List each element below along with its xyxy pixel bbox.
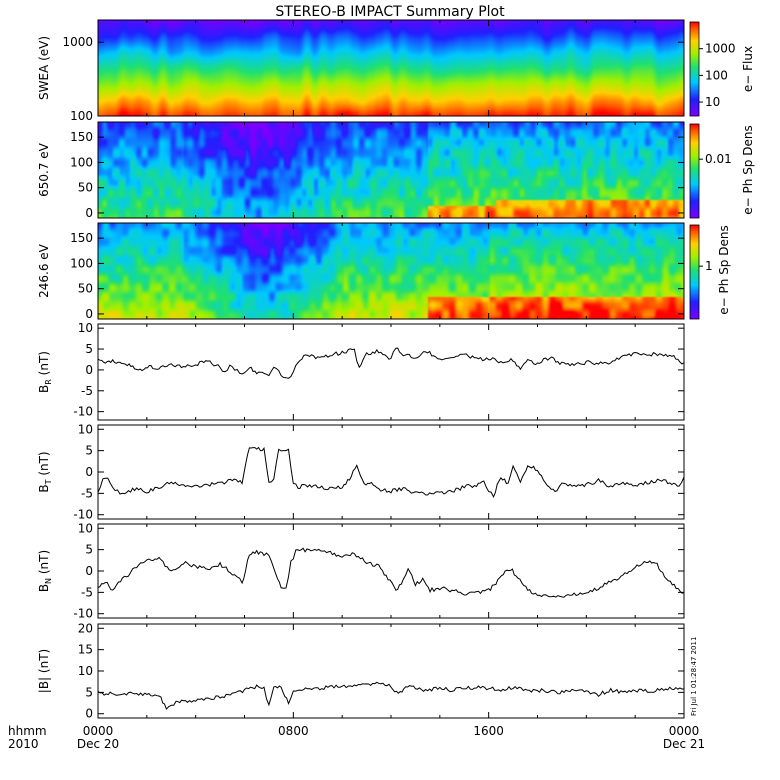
panel-pad-246: 0 50 100 150 246.6 eV 1 e− Ph Sp Dens — [37, 222, 731, 321]
x-tick-date: Dec 21 — [663, 737, 705, 751]
y-tick-label: 100 — [70, 155, 93, 169]
y-tick-label: -5 — [81, 585, 93, 599]
figure-title: STEREO-B IMPACT Summary Plot — [275, 4, 505, 20]
bn-y-axis: -10 -5 0 5 10 — [73, 521, 685, 621]
bmag-y-axis: 0 5 10 15 20 — [78, 621, 685, 721]
pad-650-colorbar-label: e− Ph Sp Dens — [741, 125, 755, 214]
pad-650-colorbar-ticks: 0.01 — [699, 152, 732, 166]
field-trace — [97, 681, 685, 710]
pad-246-colorbar — [689, 224, 700, 320]
swea-y-axis: 100 1000 — [62, 20, 685, 123]
y-tick-label: 5 — [85, 543, 93, 557]
x-tick-date: Dec 20 — [77, 737, 119, 751]
field-trace — [97, 347, 685, 379]
colorbar-tick-label: 1000 — [705, 42, 736, 56]
y-tick-label: 50 — [78, 181, 93, 195]
y-tick-label: 0 — [85, 564, 93, 578]
swea-colorbar-ticks: 10 100 1000 — [699, 42, 736, 109]
br-series — [97, 347, 685, 379]
pad-650-y-axis: 0 50 100 150 — [70, 122, 685, 220]
y-tick-label: 0 — [85, 363, 93, 377]
y-tick-label: 50 — [78, 282, 93, 296]
pad-246-colorbar-label: e− Ph Sp Dens — [717, 225, 731, 314]
bt-y-label: BT (nT) — [37, 451, 53, 492]
y-tick-label: 100 — [70, 109, 93, 123]
bmag-series — [97, 681, 685, 710]
panel-bn: -10 -5 0 5 10 BN (nT) — [37, 521, 685, 621]
y-tick-label: 150 — [70, 130, 93, 144]
y-tick-label: 10 — [78, 422, 93, 436]
y-tick-label: -10 — [73, 508, 93, 522]
br-y-axis: -10 -5 0 5 10 — [73, 321, 685, 420]
y-tick-label: -10 — [73, 405, 93, 419]
x-tick-label: 1600 — [473, 724, 504, 738]
y-tick-label: 0 — [85, 465, 93, 479]
colorbar-tick-label: 1 — [705, 259, 713, 273]
plot-timestamp: Fri Jul 1 01:28:47 2011 — [690, 637, 698, 716]
y-tick-label: 0 — [85, 707, 93, 721]
swea-colorbar-label: e− Flux — [741, 46, 755, 92]
x-tick-label: 0000 — [669, 724, 700, 738]
panel-swea: 100 1000 SWEA (eV) 10 100 1000 e− Flux — [37, 19, 755, 123]
pad-246-y-axis: 0 50 100 150 — [70, 223, 685, 321]
br-y-label: BR (nT) — [37, 351, 53, 393]
y-tick-label: -10 — [73, 607, 93, 621]
y-tick-label: 10 — [78, 321, 93, 335]
y-tick-label: 0 — [85, 206, 93, 220]
x-tick-label: 0800 — [278, 724, 309, 738]
pad-246-y-label: 246.6 eV — [37, 243, 51, 298]
y-tick-label: 100 — [70, 256, 93, 270]
colorbar-tick-label: 100 — [705, 68, 728, 82]
panel-br: -10 -5 0 5 10 BR (nT) — [37, 321, 685, 421]
bmag-y-label: |B| (nT) — [37, 649, 51, 693]
y-tick-label: 20 — [78, 621, 93, 635]
y-tick-label: 1000 — [62, 35, 93, 49]
pad-650-spectrogram — [98, 122, 684, 218]
colorbar-tick-label: 0.01 — [705, 152, 732, 166]
pad-650-y-label: 650.7 eV — [37, 142, 51, 197]
y-tick-label: -5 — [81, 384, 93, 398]
x-axis-row2-label: 2010 — [8, 737, 39, 751]
bn-series — [97, 547, 685, 598]
pad-246-colorbar-ticks: 1 — [699, 259, 713, 273]
colorbar-tick-label: 10 — [705, 95, 720, 109]
y-tick-label: 15 — [78, 643, 93, 657]
panel-bt: -10 -5 0 5 10 BT (nT) — [37, 422, 685, 522]
swea-y-label: SWEA (eV) — [37, 36, 51, 100]
y-tick-label: 5 — [85, 685, 93, 699]
y-tick-label: 10 — [78, 521, 93, 535]
y-tick-label: 0 — [85, 307, 93, 321]
y-tick-label: 5 — [85, 342, 93, 356]
x-axis-row1-label: hhmm — [8, 724, 47, 738]
pad-246-spectrogram — [98, 223, 684, 319]
y-tick-label: 10 — [78, 664, 93, 678]
y-tick-label: 5 — [85, 444, 93, 458]
field-trace — [97, 446, 685, 498]
panel-bmag: 0 5 10 15 20 |B| (nT) Fri Jul 1 01:28:47 201… — [37, 621, 698, 720]
bn-y-label: BN (nT) — [37, 550, 53, 592]
swea-spectrogram — [98, 20, 684, 116]
y-tick-label: 150 — [70, 231, 93, 245]
x-tick-label: 0000 — [83, 724, 114, 738]
swea-colorbar — [689, 21, 700, 117]
pad-650-colorbar — [689, 123, 700, 219]
field-trace — [97, 547, 685, 598]
bt-series — [97, 446, 685, 498]
y-tick-label: -5 — [81, 486, 93, 500]
bt-y-axis: -10 -5 0 5 10 — [73, 422, 685, 522]
panel-pad-650: 0 50 100 150 650.7 eV 0.01 e− Ph Sp Dens — [37, 121, 755, 220]
